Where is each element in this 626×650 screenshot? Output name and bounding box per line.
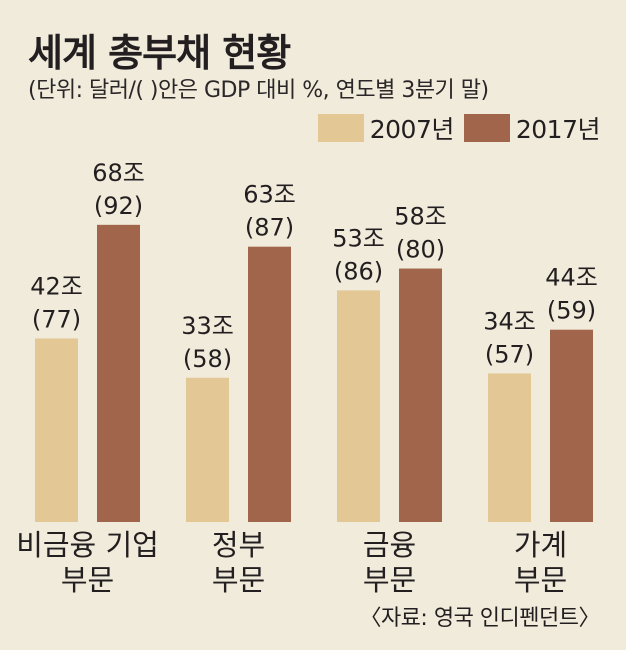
gdp-pct-label: (86) — [334, 257, 383, 285]
gdp-pct-label: (87) — [245, 214, 294, 242]
category-label: 부문 — [212, 563, 265, 597]
source-note: 〈자료: 영국 인디펜던트〉 — [359, 606, 600, 631]
gdp-pct-label: (57) — [485, 340, 534, 368]
legend-swatch-2017 — [463, 114, 510, 142]
bar-2007-1 — [186, 377, 229, 522]
legend-swatch-2007 — [317, 114, 364, 142]
category-label: 정부 — [212, 528, 265, 562]
value-label: 34조 — [483, 307, 536, 335]
bar-2007-0 — [35, 338, 78, 522]
chart-subtitle: (단위: 달러/( )안은 GDP 대비 %, 연도별 3분기 말) — [28, 78, 489, 103]
value-label: 42조 — [30, 272, 83, 300]
legend-item-2017: 2017년 — [463, 110, 601, 146]
category-label: 부문 — [514, 563, 567, 597]
gdp-pct-label: (59) — [547, 297, 596, 325]
category-label: 부문 — [363, 563, 416, 597]
chart-title: 세계 총부채 현황 — [28, 31, 291, 75]
legend-item-2007: 2007년 — [317, 110, 455, 146]
gdp-pct-label: (58) — [183, 345, 232, 373]
value-label: 53조 — [332, 224, 385, 252]
bar-2007-3 — [488, 373, 531, 522]
bar-2017-0 — [97, 224, 140, 522]
bar-2017-3 — [550, 329, 593, 522]
gdp-pct-label: (92) — [94, 192, 143, 220]
bar-2017-2 — [399, 268, 442, 522]
category-label: 부문 — [61, 563, 114, 597]
value-label: 68조 — [92, 159, 145, 187]
value-label: 58조 — [394, 203, 447, 231]
bar-2007-2 — [337, 290, 380, 522]
value-label: 44조 — [545, 264, 598, 292]
legend: 2007년 2017년 — [317, 110, 601, 146]
category-label: 비금융 기업 — [16, 528, 159, 562]
category-label: 금융 — [363, 528, 416, 562]
category-label: 가계 — [514, 528, 567, 562]
gdp-pct-label: (80) — [396, 236, 445, 264]
bar-2017-1 — [248, 246, 291, 522]
value-label: 63조 — [243, 181, 296, 209]
legend-label-2017: 2017년 — [515, 115, 601, 144]
gdp-pct-label: (77) — [32, 305, 81, 333]
legend-label-2007: 2007년 — [369, 115, 455, 144]
value-label: 33조 — [181, 312, 234, 340]
